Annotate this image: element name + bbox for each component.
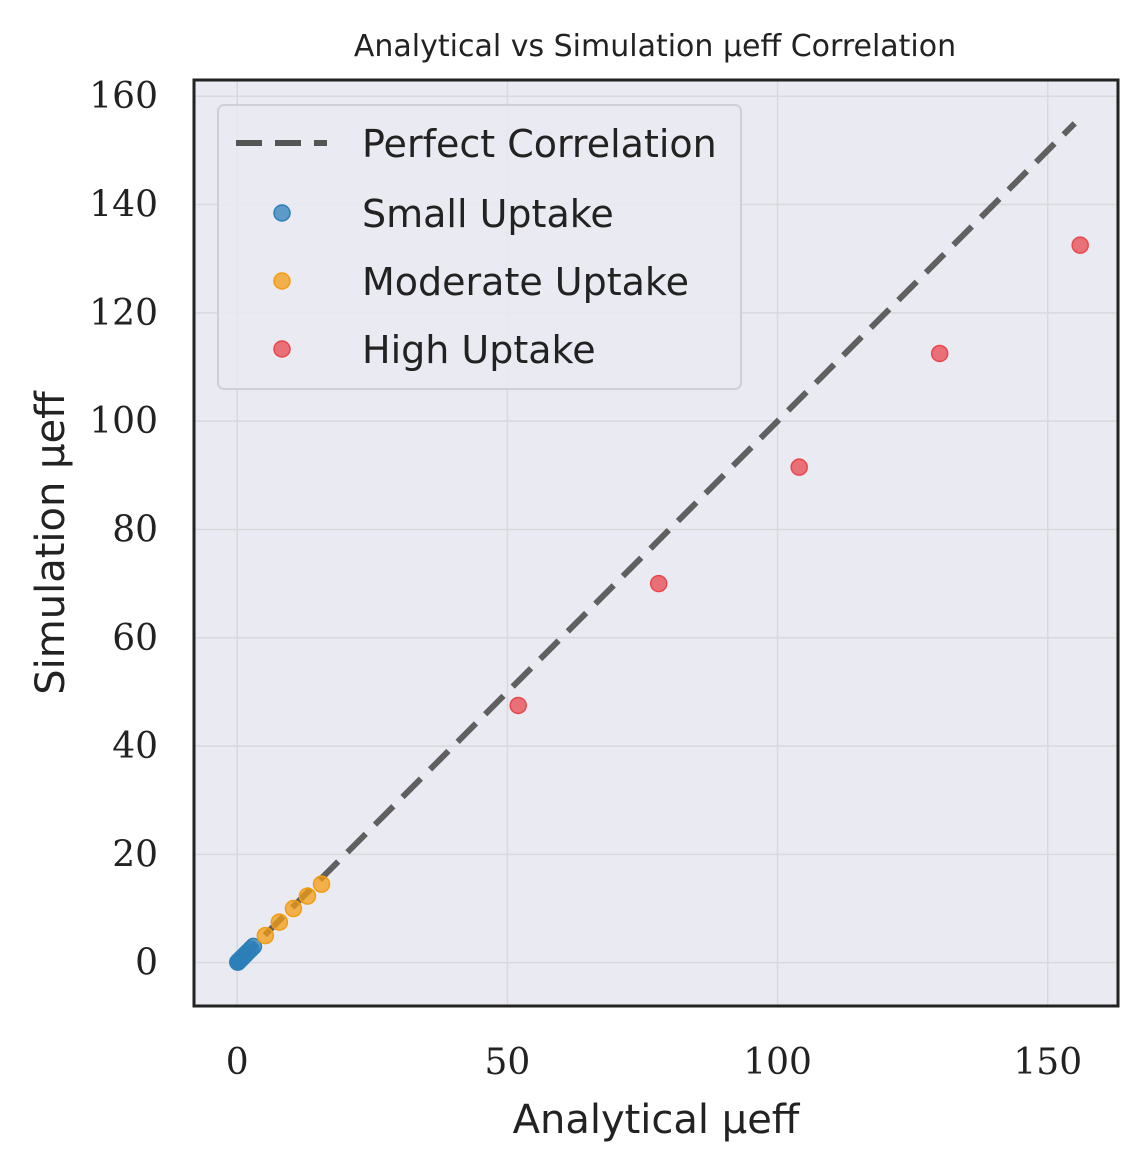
points-layer [229,236,1089,971]
legend-items: Perfect Correlation Small Uptake Moderate … [236,122,717,372]
x-tick-labels: 0 50 100 150 [226,1042,1082,1083]
data-point [930,344,949,363]
y-tick-label: 160 [89,76,158,117]
x-tick-label: 0 [226,1042,249,1083]
legend-label: Small Uptake [362,192,614,236]
y-tick-label: 0 [135,943,158,984]
y-tick-label: 40 [112,726,158,767]
x-axis-label: Analytical μeff [513,1097,801,1143]
legend-label: Moderate Uptake [362,260,689,304]
y-tick-labels: 0 20 40 60 80 100 120 140 160 [89,76,158,983]
data-point [244,937,263,956]
data-point [256,926,275,945]
legend-box [217,104,742,390]
x-tick-label: 150 [1013,1042,1082,1083]
data-point [509,696,527,715]
data-point [1071,236,1089,254]
legend-marker [273,272,291,290]
x-tick-label: 100 [743,1042,812,1083]
data-point [649,574,668,593]
data-point [790,458,808,476]
chart-title: Analytical vs Simulation μeff Correlatio… [354,29,956,64]
data-point [284,899,303,918]
x-tick-label: 50 [484,1042,530,1083]
reference-line-layer [235,121,1077,965]
data-point [270,913,289,931]
y-tick-label: 120 [89,293,158,334]
legend-marker [273,340,291,358]
plot-frame [192,78,1120,1008]
y-tick-label: 100 [89,401,158,442]
y-tick-label: 80 [112,509,158,550]
y-tick-label: 140 [89,185,158,226]
legend-label: Perfect Correlation [362,122,717,166]
y-axis-label: Simulation μeff [28,390,74,695]
perfect-correlation-line [235,121,1077,965]
legend-label: High Uptake [362,328,596,372]
y-tick-label: 20 [112,834,158,875]
y-tick-label: 60 [112,618,158,659]
legend: Perfect Correlation Small Uptake Moderate … [217,104,742,390]
data-point [298,887,317,905]
legend-marker [273,204,291,222]
data-point [312,875,331,893]
